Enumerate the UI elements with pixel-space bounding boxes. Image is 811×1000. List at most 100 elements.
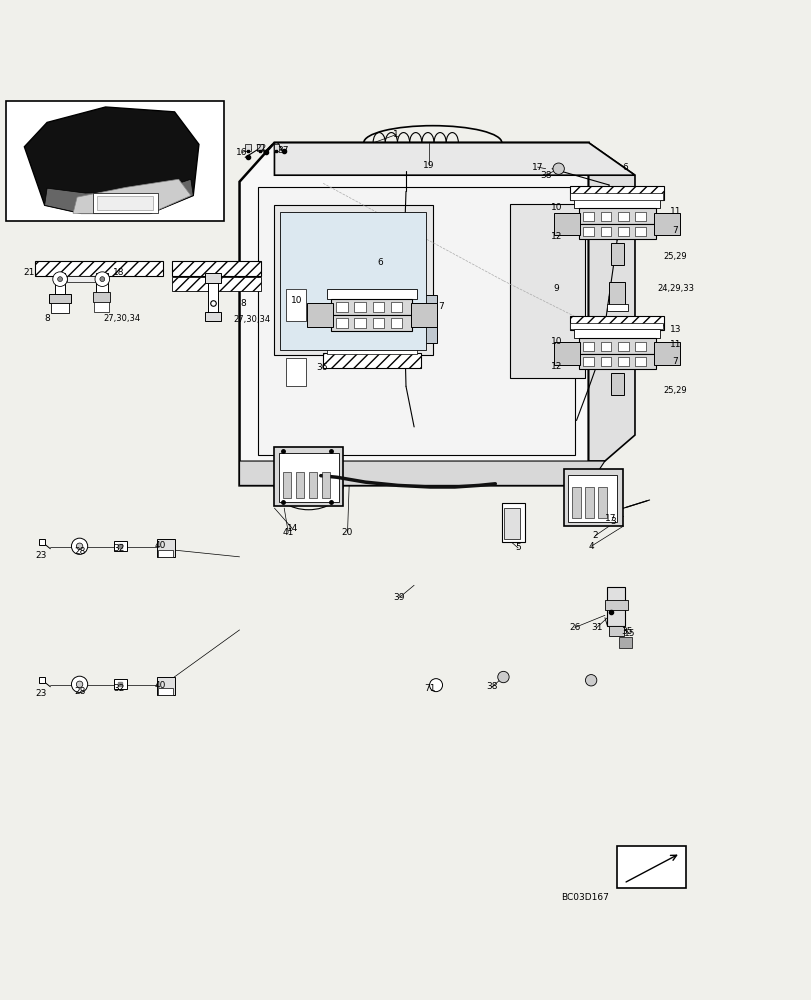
Text: 17: 17 [604, 514, 616, 523]
Text: 35: 35 [620, 627, 632, 636]
Bar [285, 289, 306, 321]
Text: 1: 1 [393, 130, 399, 139]
Text: 38: 38 [539, 171, 551, 180]
Bar [257, 144, 263, 151]
Bar [372, 318, 384, 328]
Bar [245, 144, 251, 151]
Polygon shape [45, 179, 193, 213]
Bar [35, 261, 163, 276]
Bar [410, 303, 436, 327]
Bar [577, 338, 654, 354]
Bar [331, 315, 412, 331]
Bar [321, 472, 329, 498]
Text: 4: 4 [588, 542, 593, 551]
Bar [336, 302, 347, 312]
Bar [391, 318, 401, 328]
Circle shape [76, 681, 83, 688]
Circle shape [58, 277, 62, 282]
Text: 8: 8 [240, 299, 247, 308]
Text: 28: 28 [74, 547, 85, 556]
Bar [323, 353, 420, 368]
Text: 23: 23 [35, 689, 46, 698]
Bar [553, 213, 579, 235]
Bar [258, 187, 574, 455]
Bar [157, 539, 174, 557]
Bar [295, 472, 303, 498]
Bar [607, 587, 624, 626]
Bar [582, 227, 594, 236]
Bar [610, 243, 623, 265]
Text: 15: 15 [623, 629, 634, 638]
Text: 12: 12 [550, 232, 561, 241]
Circle shape [585, 675, 596, 686]
Text: 6: 6 [621, 163, 628, 172]
Text: 71: 71 [424, 684, 436, 693]
Bar [114, 541, 127, 551]
Bar [331, 299, 412, 315]
Bar [585, 487, 593, 518]
Polygon shape [73, 179, 191, 213]
Circle shape [497, 671, 508, 683]
Bar [273, 144, 279, 151]
Bar [96, 273, 108, 295]
Bar [307, 303, 333, 327]
Bar [604, 600, 627, 610]
Text: 20: 20 [341, 528, 353, 537]
Text: 28: 28 [74, 687, 85, 696]
Bar [67, 276, 108, 282]
Text: 25,29: 25,29 [663, 386, 687, 395]
Text: 31: 31 [590, 623, 602, 632]
Bar [51, 303, 69, 313]
Circle shape [71, 538, 88, 554]
Bar [600, 357, 611, 366]
Bar [634, 342, 645, 351]
Bar [608, 282, 624, 306]
Text: 7: 7 [437, 302, 444, 311]
Bar [280, 212, 426, 350]
Bar [617, 357, 628, 366]
Bar [616, 846, 685, 888]
Text: 41: 41 [282, 528, 294, 537]
Bar [278, 453, 338, 502]
Bar [204, 312, 221, 321]
Circle shape [429, 679, 442, 692]
Text: 5: 5 [514, 543, 521, 552]
Bar [582, 342, 594, 351]
Text: 11: 11 [669, 340, 680, 349]
Bar [577, 208, 654, 224]
Bar [553, 342, 579, 365]
Bar [282, 472, 290, 498]
Text: 18: 18 [113, 268, 124, 277]
Bar [598, 487, 606, 518]
Text: 27,30,34: 27,30,34 [233, 315, 270, 324]
Bar [509, 204, 584, 378]
Bar [157, 677, 174, 695]
Bar [569, 186, 663, 200]
Text: 16: 16 [236, 148, 247, 157]
Bar [94, 302, 109, 312]
Text: 24,29,33: 24,29,33 [656, 284, 693, 293]
Bar [634, 357, 645, 366]
Text: 37: 37 [277, 146, 288, 155]
Bar [327, 347, 416, 354]
Polygon shape [239, 143, 588, 485]
Text: 10: 10 [550, 203, 561, 212]
Text: 9: 9 [552, 284, 559, 293]
Bar [608, 626, 623, 636]
Bar [600, 342, 611, 351]
Circle shape [100, 277, 105, 282]
Text: 11: 11 [669, 207, 680, 216]
Text: 32: 32 [114, 544, 125, 553]
Text: 32: 32 [114, 684, 125, 693]
Text: 10: 10 [291, 296, 303, 305]
Bar [307, 295, 327, 343]
Bar [323, 276, 420, 291]
Bar [97, 196, 152, 210]
Bar [93, 193, 158, 213]
Bar [582, 357, 594, 366]
Bar [204, 273, 221, 283]
Text: 21: 21 [24, 268, 35, 277]
Text: 27,30,34: 27,30,34 [103, 314, 140, 323]
Bar [6, 101, 224, 221]
Bar [391, 302, 401, 312]
